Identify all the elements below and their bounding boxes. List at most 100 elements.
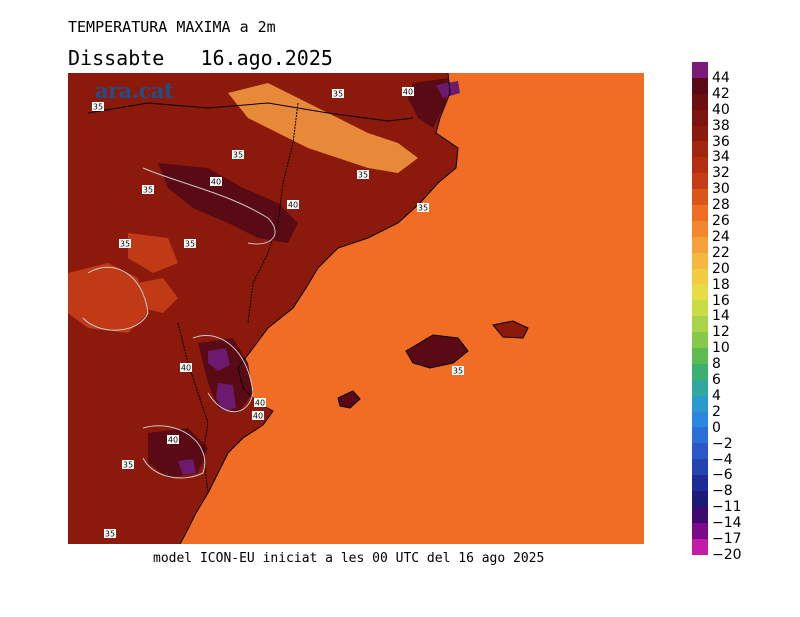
- contour-line-3: [82, 266, 149, 331]
- contour-label-bg: [254, 398, 266, 407]
- legend-label: 28: [712, 197, 730, 214]
- legend-label: 6: [712, 372, 721, 389]
- contour-label-bg: [167, 435, 179, 444]
- legend-label: 34: [712, 149, 730, 166]
- ara-cat-logo[interactable]: ara.cat: [95, 78, 174, 103]
- legend-label: −11: [712, 499, 742, 516]
- legend-label: 20: [712, 260, 730, 277]
- contour-label-bg: [252, 411, 264, 420]
- legend-swatch: [692, 475, 708, 492]
- contour-label-bg: [92, 102, 104, 111]
- contour-label-bg: [402, 87, 414, 96]
- contour-label: 40: [288, 201, 298, 210]
- map-title: TEMPERATURA MAXIMA a 2m: [68, 18, 276, 36]
- contour-label: 40: [255, 399, 265, 408]
- contour-label: 40: [403, 88, 413, 97]
- legend-label: −17: [712, 531, 742, 548]
- legend-swatch: [692, 491, 708, 507]
- legend-swatch: [692, 522, 708, 539]
- legend-label: 42: [712, 85, 730, 102]
- legend-label: 24: [712, 228, 730, 245]
- contour-label-bg: [452, 366, 464, 375]
- coastline: [179, 73, 459, 544]
- contour-label: 35: [418, 204, 428, 213]
- island-mallorca: [405, 334, 469, 369]
- legend-label: 16: [712, 292, 730, 309]
- legend-label: 38: [712, 117, 730, 134]
- region-border: [247, 102, 299, 324]
- legend-swatch: [692, 252, 708, 269]
- contour-label: 35: [333, 90, 343, 99]
- legend-label: 8: [712, 356, 721, 373]
- region-border-2: [177, 322, 209, 494]
- legend-swatch: [692, 316, 708, 333]
- legend-swatch: [692, 348, 708, 364]
- hot-zone-ne: [408, 78, 448, 128]
- legend-swatch: [692, 141, 708, 158]
- legend-label: 4: [712, 387, 721, 404]
- extreme-zone-3: [178, 459, 196, 475]
- legend-swatch: [692, 443, 708, 460]
- mid-zone-1: [68, 263, 148, 333]
- pyrenees-area: [228, 83, 418, 173]
- legend-label: 12: [712, 324, 730, 341]
- legend-label: 22: [712, 244, 730, 261]
- legend-swatch: [692, 220, 708, 237]
- contour-label-bg: [142, 185, 154, 194]
- island-ibiza: [337, 390, 361, 409]
- legend-swatch: [692, 379, 708, 396]
- contour-label: 40: [253, 412, 263, 421]
- contour-line-4: [142, 425, 206, 479]
- legend-label: 10: [712, 340, 730, 357]
- contour-label: 35: [120, 240, 130, 249]
- legend-label: 0: [712, 419, 721, 436]
- legend-label: 40: [712, 101, 730, 118]
- legend-label: −8: [712, 483, 733, 500]
- legend-swatch: [692, 93, 708, 110]
- legend-label: −2: [712, 435, 733, 452]
- legend-label: 32: [712, 165, 730, 182]
- legend-label: 36: [712, 133, 730, 150]
- contour-label-bg: [232, 150, 244, 159]
- map-subtitle: Dissabte 16.ago.2025: [68, 46, 333, 70]
- model-info: model ICON-EU iniciat a les 00 UTC del 1…: [153, 551, 545, 566]
- legend-swatch: [692, 284, 708, 301]
- legend-swatch: [692, 125, 708, 142]
- contour-label: 35: [453, 367, 463, 376]
- temperature-map: 35 35 35 35 35 35 35 35 35 35 35 40 40 40 40 40 40 40: [68, 73, 644, 544]
- legend-swatch: [692, 459, 708, 476]
- day-label: Dissabte: [68, 46, 165, 70]
- legend-swatch: [692, 62, 708, 78]
- contour-label: 35: [358, 171, 368, 180]
- contour-label-bg: [357, 170, 369, 179]
- national-border: [87, 102, 414, 122]
- contour-label-bg: [122, 460, 134, 469]
- legend-swatch: [692, 427, 708, 444]
- color-legend-bar: [692, 62, 708, 555]
- legend-swatch: [692, 300, 708, 317]
- legend-label: −20: [712, 547, 742, 563]
- contour-label: 40: [181, 364, 191, 373]
- island-menorca: [492, 320, 529, 339]
- contour-label-bg: [180, 363, 192, 372]
- legend-swatch: [692, 268, 708, 285]
- contour-labels: 35 35 35 35 35 35 35 35 35 35 35 40 40 40 40 40 40 40: [92, 87, 464, 539]
- date-label: 16.ago.2025: [200, 46, 333, 70]
- contour-label: 35: [143, 186, 153, 195]
- legend-swatch: [692, 395, 708, 412]
- legend-swatch: [692, 236, 708, 253]
- contour-label: 35: [233, 151, 243, 160]
- contour-label-bg: [417, 203, 429, 212]
- legend-swatch: [692, 411, 708, 428]
- contour-label-bg: [210, 177, 222, 186]
- contour-label: 35: [123, 461, 133, 470]
- legend-label: −4: [712, 451, 733, 468]
- contour-label: 35: [105, 530, 115, 539]
- mid-zone-2: [128, 233, 178, 273]
- legend-swatch: [692, 506, 708, 523]
- contour-label-bg: [184, 239, 196, 248]
- contour-label-bg: [332, 89, 344, 98]
- contour-line-1: [142, 167, 276, 245]
- legend-swatch: [692, 205, 708, 221]
- legend-swatch: [692, 77, 708, 94]
